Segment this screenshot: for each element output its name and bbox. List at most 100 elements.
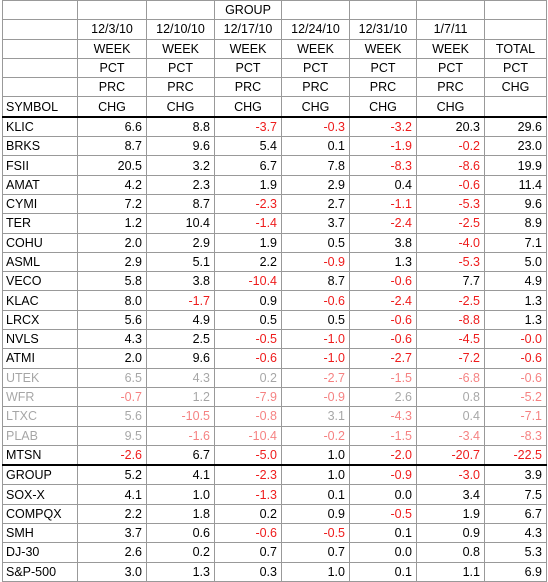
value-cell[interactable]: 2.6 [349, 386, 417, 408]
header-cell[interactable]: PRC [281, 77, 350, 98]
value-cell[interactable]: -1.9 [349, 136, 417, 157]
value-cell[interactable]: 3.2 [146, 155, 215, 176]
header-empty-cell[interactable] [2, 0, 78, 21]
symbol-cell[interactable]: TER [2, 213, 78, 234]
value-cell[interactable]: 20.5 [77, 155, 147, 176]
value-cell[interactable]: 0.6 [146, 523, 215, 544]
header-cell[interactable]: TOTAL [484, 38, 547, 59]
value-cell[interactable]: 4.9 [146, 309, 215, 331]
value-cell[interactable]: 0.1 [281, 484, 350, 505]
value-cell[interactable]: -2.6 [77, 444, 147, 467]
value-cell[interactable]: 3.4 [416, 484, 485, 505]
value-cell[interactable]: 23.0 [484, 136, 547, 157]
value-cell[interactable]: -10.5 [146, 406, 215, 427]
value-cell[interactable]: -10.4 [214, 425, 282, 446]
value-cell[interactable]: 3.0 [77, 561, 147, 582]
value-cell[interactable]: 5.1 [146, 251, 215, 273]
symbol-cell[interactable]: SOX-X [2, 484, 78, 505]
value-cell[interactable]: 1.8 [146, 503, 215, 525]
value-cell[interactable]: -2.3 [214, 464, 282, 486]
symbol-cell[interactable]: COHU [2, 232, 78, 253]
value-cell[interactable]: 5.2 [77, 464, 147, 486]
value-cell[interactable]: 0.2 [146, 542, 215, 563]
value-cell[interactable]: 2.7 [281, 193, 350, 215]
header-cell[interactable] [2, 19, 78, 40]
header-cell[interactable] [2, 77, 78, 98]
value-cell[interactable]: 9.6 [146, 136, 215, 157]
value-cell[interactable]: -0.6 [349, 329, 417, 350]
value-cell[interactable]: 0.1 [349, 561, 417, 582]
value-cell[interactable]: 1.0 [146, 484, 215, 505]
value-cell[interactable]: 29.6 [484, 116, 547, 138]
value-cell[interactable]: -7.1 [484, 406, 547, 427]
value-cell[interactable]: -20.7 [416, 444, 485, 467]
header-cell[interactable]: WEEK [281, 38, 350, 59]
symbol-cell[interactable]: ATMI [2, 348, 78, 369]
value-cell[interactable]: 0.0 [349, 542, 417, 563]
value-cell[interactable]: 8.8 [146, 116, 215, 138]
value-cell[interactable]: 0.2 [214, 367, 282, 388]
value-cell[interactable]: 2.9 [281, 174, 350, 195]
value-cell[interactable]: 1.3 [484, 309, 547, 331]
value-cell[interactable]: -2.3 [214, 193, 282, 215]
value-cell[interactable]: -1.5 [349, 425, 417, 446]
header-cell[interactable]: PRC [146, 77, 215, 98]
value-cell[interactable]: 0.5 [281, 309, 350, 331]
value-cell[interactable]: 3.9 [484, 464, 547, 486]
value-cell[interactable]: -1.7 [146, 290, 215, 311]
value-cell[interactable]: 2.2 [77, 503, 147, 525]
value-cell[interactable]: -1.4 [214, 213, 282, 234]
value-cell[interactable]: -3.2 [349, 116, 417, 138]
value-cell[interactable]: 10.4 [146, 213, 215, 234]
value-cell[interactable]: -2.7 [281, 367, 350, 388]
symbol-cell[interactable]: KLAC [2, 290, 78, 311]
value-cell[interactable]: 3.8 [146, 271, 215, 292]
header-cell[interactable] [2, 38, 78, 59]
value-cell[interactable]: 0.9 [214, 290, 282, 311]
value-cell[interactable]: -3.7 [214, 116, 282, 138]
symbol-cell[interactable]: VECO [2, 271, 78, 292]
value-cell[interactable]: 4.3 [146, 367, 215, 388]
value-cell[interactable]: 0.8 [416, 386, 485, 408]
value-cell[interactable]: 0.8 [416, 542, 485, 563]
value-cell[interactable]: 0.4 [416, 406, 485, 427]
value-cell[interactable]: 5.8 [77, 271, 147, 292]
value-cell[interactable]: -0.6 [484, 367, 547, 388]
value-cell[interactable]: 4.2 [77, 174, 147, 195]
symbol-cell[interactable]: BRKS [2, 136, 78, 157]
header-empty-cell[interactable] [349, 0, 417, 21]
header-cell[interactable]: PCT [349, 57, 417, 79]
value-cell[interactable]: 7.2 [77, 193, 147, 215]
value-cell[interactable]: 7.7 [416, 271, 485, 292]
value-cell[interactable]: 7.1 [484, 232, 547, 253]
value-cell[interactable]: 1.2 [146, 386, 215, 408]
header-cell[interactable]: WEEK [349, 38, 417, 59]
value-cell[interactable]: 19.9 [484, 155, 547, 176]
value-cell[interactable]: -8.8 [416, 309, 485, 331]
header-empty-cell[interactable] [416, 0, 485, 21]
header-empty-cell[interactable] [146, 0, 215, 21]
symbol-cell[interactable]: UTEK [2, 367, 78, 388]
value-cell[interactable]: 20.3 [416, 116, 485, 138]
value-cell[interactable]: 8.7 [146, 193, 215, 215]
value-cell[interactable]: 6.7 [484, 503, 547, 525]
value-cell[interactable]: 3.7 [77, 523, 147, 544]
value-cell[interactable]: -5.2 [484, 386, 547, 408]
value-cell[interactable]: -0.6 [349, 271, 417, 292]
value-cell[interactable]: 9.6 [146, 348, 215, 369]
value-cell[interactable]: 0.7 [214, 542, 282, 563]
value-cell[interactable]: 0.3 [214, 561, 282, 582]
value-cell[interactable]: 8.7 [281, 271, 350, 292]
value-cell[interactable]: 4.3 [77, 329, 147, 350]
value-cell[interactable]: 1.3 [349, 251, 417, 273]
symbol-cell[interactable]: LTXC [2, 406, 78, 427]
value-cell[interactable]: -2.5 [416, 213, 485, 234]
value-cell[interactable]: 5.4 [214, 136, 282, 157]
value-cell[interactable]: -0.6 [281, 290, 350, 311]
value-cell[interactable]: 6.9 [484, 561, 547, 582]
value-cell[interactable]: -3.0 [416, 464, 485, 486]
value-cell[interactable]: -0.9 [281, 386, 350, 408]
value-cell[interactable]: -0.0 [484, 329, 547, 350]
value-cell[interactable]: -0.2 [416, 136, 485, 157]
value-cell[interactable]: -8.3 [484, 425, 547, 446]
